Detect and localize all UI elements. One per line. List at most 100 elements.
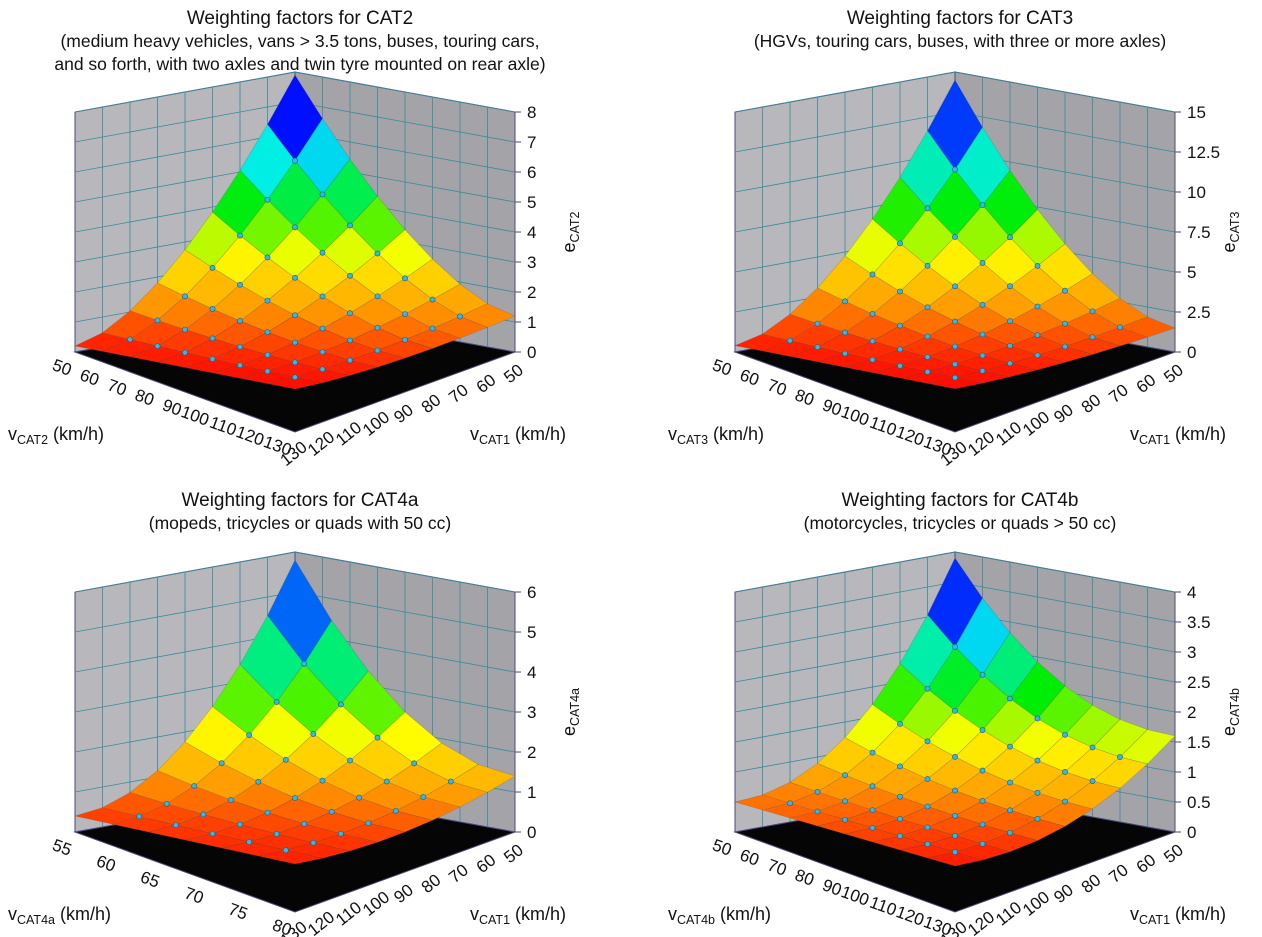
right-axis-label-main: v bbox=[1130, 904, 1139, 924]
data-point-marker bbox=[209, 264, 216, 271]
data-point-marker bbox=[374, 734, 381, 741]
right-axis-label-main: v bbox=[1130, 424, 1139, 444]
wall-gridline-horizontal bbox=[74, 551, 516, 593]
data-point-marker bbox=[429, 296, 436, 303]
data-point-marker bbox=[347, 310, 353, 317]
right-axis-label-sub: CAT1 bbox=[479, 433, 510, 447]
data-point-marker bbox=[319, 777, 326, 784]
data-point-marker bbox=[209, 335, 216, 342]
z-tick-label: 1 bbox=[527, 313, 536, 332]
right-axis-tick-label: 120 bbox=[304, 427, 338, 459]
surface bbox=[733, 79, 1176, 390]
right-axis-label-unit: (km/h) bbox=[510, 424, 566, 444]
data-point-marker bbox=[1007, 779, 1013, 786]
right-axis-tick-label: 80 bbox=[418, 870, 445, 897]
z-tick-label: 2 bbox=[1187, 703, 1196, 722]
data-point-marker bbox=[952, 707, 958, 714]
data-point-marker bbox=[869, 271, 876, 278]
z-axis-label-main: e bbox=[1219, 243, 1239, 253]
data-point-marker bbox=[402, 311, 408, 317]
data-point-marker bbox=[292, 274, 298, 281]
right-axis-label-main: v bbox=[470, 424, 479, 444]
data-point-marker bbox=[319, 293, 326, 300]
left-axis-label-main: v bbox=[668, 904, 677, 924]
data-point-marker bbox=[979, 260, 986, 266]
data-point-marker bbox=[1007, 829, 1013, 836]
z-tick-label: 0 bbox=[1187, 823, 1196, 842]
z-tick-label: 15 bbox=[1187, 103, 1206, 122]
data-point-marker bbox=[246, 732, 253, 739]
surface-patch bbox=[899, 371, 956, 384]
z-tick-label: 2.5 bbox=[1187, 673, 1211, 692]
data-point-marker bbox=[787, 337, 793, 344]
z-tick-label: 5 bbox=[527, 623, 536, 642]
surface bbox=[73, 559, 516, 865]
z-tick-label: 2.5 bbox=[1187, 303, 1211, 322]
data-point-marker bbox=[136, 813, 143, 820]
left-axis-tick-label: 60 bbox=[94, 851, 118, 875]
data-point-marker bbox=[897, 240, 903, 247]
data-point-marker bbox=[237, 318, 243, 324]
surface-patch bbox=[73, 807, 140, 825]
data-point-marker bbox=[292, 339, 298, 346]
data-point-marker bbox=[787, 800, 793, 807]
left-axis-label: vCAT3 (km/h) bbox=[668, 424, 764, 447]
left-axis-tick-label: 50 bbox=[50, 355, 74, 379]
chart-panel-1: Weighting factors for CAT2(medium heavy … bbox=[8, 8, 582, 470]
data-point-marker bbox=[842, 816, 848, 823]
data-point-marker bbox=[1089, 308, 1096, 315]
data-point-marker bbox=[209, 830, 216, 837]
data-point-marker bbox=[979, 301, 986, 308]
right-axis-tick-label: 90 bbox=[390, 400, 417, 427]
chart-panel-3: Weighting factors for CAT4a(mopeds, tric… bbox=[8, 490, 582, 937]
left-axis-label-sub: CAT4a bbox=[17, 913, 55, 927]
data-point-marker bbox=[979, 727, 986, 734]
z-tick-label: 0 bbox=[527, 823, 536, 842]
data-point-marker bbox=[374, 324, 381, 331]
z-axis-label-sub: CAT4a bbox=[568, 688, 582, 726]
surface-patch bbox=[872, 835, 928, 851]
data-point-marker bbox=[869, 749, 876, 756]
surface bbox=[733, 557, 1176, 867]
left-axis-tick-label: 70 bbox=[182, 883, 206, 907]
right-axis-tick-label: 80 bbox=[418, 390, 445, 417]
left-axis-label-sub: CAT3 bbox=[677, 433, 708, 447]
z-axis-label-sub: CAT2 bbox=[568, 211, 582, 242]
data-point-marker bbox=[447, 778, 454, 785]
right-axis-tick-label: 60 bbox=[473, 370, 500, 397]
right-axis-tick-label: 50 bbox=[500, 360, 527, 387]
data-point-marker bbox=[1007, 360, 1013, 367]
data-point-marker bbox=[237, 821, 243, 828]
z-tick-label: 0.5 bbox=[1187, 793, 1211, 812]
chart-title: Weighting factors for CAT3 bbox=[847, 8, 1073, 29]
z-tick-label: 5 bbox=[1187, 263, 1196, 282]
data-point-marker bbox=[1062, 320, 1068, 327]
data-point-marker bbox=[842, 772, 848, 779]
chart-title: Weighting factors for CAT2 bbox=[187, 8, 413, 29]
right-axis-tick-label: 80 bbox=[1078, 390, 1105, 417]
z-axis-label: eCAT4a bbox=[559, 688, 582, 736]
data-point-marker bbox=[814, 344, 821, 351]
data-point-marker bbox=[897, 362, 903, 369]
data-point-marker bbox=[952, 787, 958, 794]
left-axis-tick-label: 60 bbox=[737, 365, 761, 389]
data-point-marker bbox=[952, 234, 958, 240]
left-axis-tick-label: 70 bbox=[105, 375, 129, 399]
data-point-marker bbox=[952, 849, 958, 855]
z-tick-label: 10 bbox=[1187, 183, 1206, 202]
data-point-marker bbox=[869, 310, 876, 317]
data-point-marker bbox=[869, 783, 876, 790]
z-axis-label-main: e bbox=[559, 243, 579, 253]
data-point-marker bbox=[1007, 342, 1013, 349]
z-tick-label: 4 bbox=[527, 223, 536, 242]
surface-patch bbox=[899, 843, 956, 859]
data-point-marker bbox=[292, 157, 298, 164]
wall-gridline-horizontal bbox=[734, 71, 1176, 113]
data-point-marker bbox=[979, 367, 986, 374]
left-axis-tick-label: 100 bbox=[838, 402, 871, 430]
chart-title: Weighting factors for CAT4b bbox=[842, 490, 1079, 511]
left-axis-tick-label: 80 bbox=[792, 865, 816, 889]
data-point-marker bbox=[420, 794, 427, 800]
surface-patch bbox=[267, 376, 323, 390]
z-axis-label-sub: CAT4b bbox=[1228, 688, 1242, 726]
